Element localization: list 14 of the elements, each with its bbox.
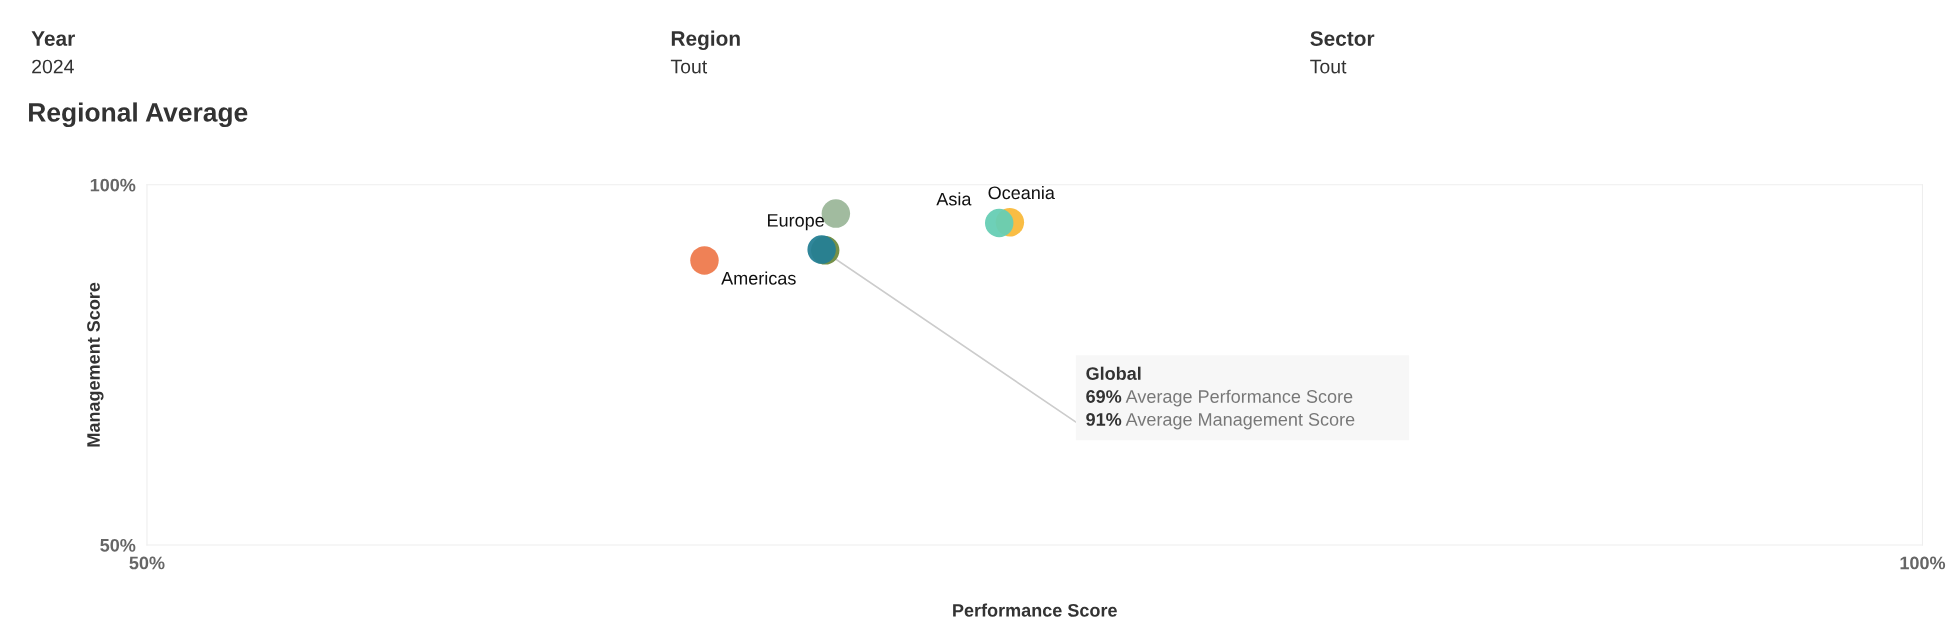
annotation: Global 69% Average Performance Score 91% Average Management Score xyxy=(1086,366,1355,430)
series-label: Americas xyxy=(721,271,796,285)
text: Year xyxy=(31,31,75,46)
series-label: Oceania xyxy=(988,185,1055,200)
y-axis-title: Management Score xyxy=(87,282,104,447)
chart-title: Regional Average xyxy=(29,102,248,128)
x-axis-title: Performance Score xyxy=(953,603,1117,617)
text: Region xyxy=(671,30,740,51)
series-label: Asia xyxy=(936,192,972,206)
series-label: Europe xyxy=(768,214,824,231)
text: Sector xyxy=(1310,31,1375,46)
text: Tout xyxy=(1310,59,1347,74)
text: 2024 xyxy=(32,59,74,74)
text: Tout xyxy=(670,59,708,74)
